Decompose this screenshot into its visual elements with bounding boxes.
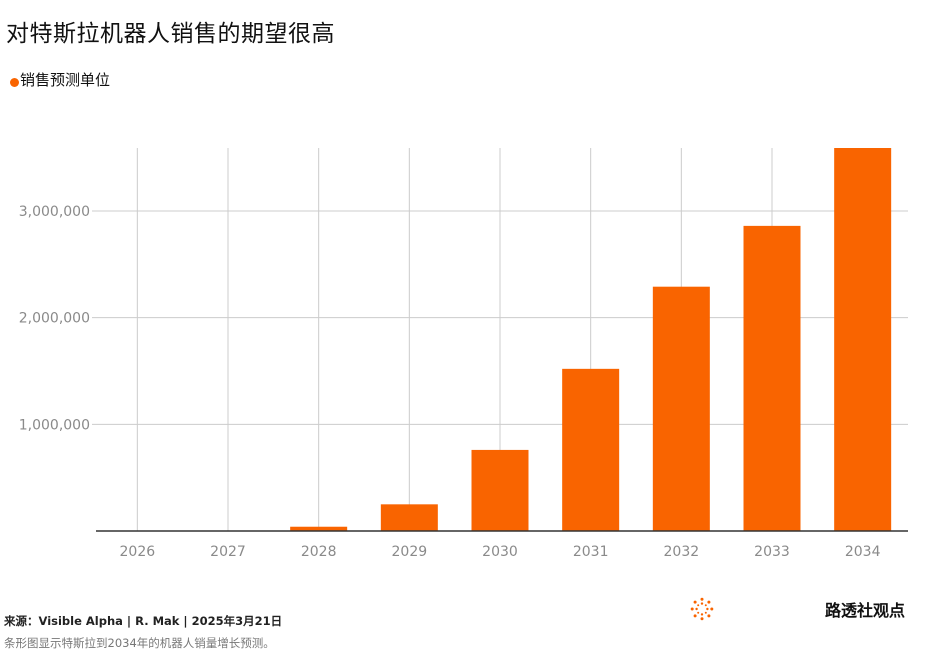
bar	[290, 526, 348, 531]
x-tick-label: 2034	[845, 544, 881, 560]
x-tick-label: 2030	[482, 544, 518, 560]
x-tick-label: 2028	[301, 544, 337, 560]
x-tick-label: 2026	[120, 544, 156, 560]
source-note: 来源：Visible Alpha | R. Mak | 2025年3月21日	[4, 614, 283, 628]
x-tick-label: 2033	[754, 544, 790, 560]
bar	[471, 449, 529, 531]
chart-title: 对特斯拉机器人销售的期望很高	[6, 21, 335, 47]
y-tick-label: 2,000,000	[19, 311, 90, 327]
y-tick-label: 3,000,000	[19, 204, 90, 220]
legend-swatch	[10, 77, 19, 87]
x-tick-label: 2031	[573, 544, 609, 560]
x-tick-label: 2027	[210, 544, 246, 560]
chart-legend: 销售预测单位	[10, 68, 110, 90]
bar-chart: 1,000,000 2,000,000 3,000,000 2026 2027 2028 2…	[19, 148, 908, 560]
legend-label: 销售预测单位	[20, 70, 111, 89]
bar	[380, 504, 438, 531]
x-tick-label: 2029	[392, 544, 428, 560]
brand: 路透社观点	[690, 596, 905, 622]
chart-caption: 条形图显示特斯拉到2034年的机器人销量增长预测。	[4, 636, 275, 650]
bar	[743, 225, 801, 531]
bar	[652, 286, 710, 531]
x-tick-label: 2032	[664, 544, 700, 560]
y-tick-label: 1,000,000	[19, 417, 90, 433]
reuters-logo-icon	[690, 597, 714, 621]
brand-name: 路透社观点	[824, 601, 905, 620]
bar	[834, 148, 892, 531]
bar	[562, 368, 620, 531]
